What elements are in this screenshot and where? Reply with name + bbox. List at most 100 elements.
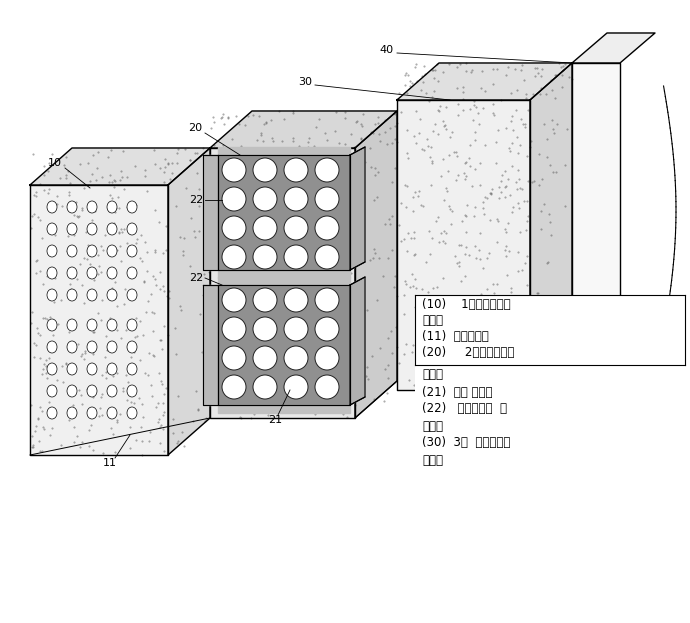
Circle shape — [222, 346, 246, 370]
Circle shape — [222, 317, 246, 341]
Circle shape — [315, 346, 339, 370]
Circle shape — [315, 187, 339, 211]
Ellipse shape — [127, 363, 137, 375]
Text: (30)  3차  충격흡수보: (30) 3차 충격흡수보 — [422, 437, 511, 450]
Text: 30: 30 — [298, 77, 312, 87]
Circle shape — [253, 216, 277, 240]
Ellipse shape — [47, 289, 57, 301]
Ellipse shape — [47, 319, 57, 331]
Circle shape — [315, 317, 339, 341]
Circle shape — [222, 216, 246, 240]
Polygon shape — [350, 277, 365, 405]
Ellipse shape — [127, 267, 137, 279]
Polygon shape — [355, 111, 397, 418]
Polygon shape — [218, 405, 350, 413]
Ellipse shape — [67, 385, 77, 397]
Ellipse shape — [127, 201, 137, 213]
Text: (22)   좌굴유도용  중: (22) 좌굴유도용 중 — [422, 402, 507, 416]
Polygon shape — [218, 277, 350, 285]
Ellipse shape — [107, 341, 117, 353]
Polygon shape — [572, 63, 620, 353]
Text: 22: 22 — [189, 195, 203, 205]
Ellipse shape — [67, 341, 77, 353]
Ellipse shape — [107, 385, 117, 397]
Circle shape — [253, 245, 277, 269]
Circle shape — [253, 375, 277, 399]
Polygon shape — [168, 148, 210, 455]
Circle shape — [284, 216, 308, 240]
Ellipse shape — [87, 385, 97, 397]
Text: 호매트: 호매트 — [422, 368, 443, 381]
Polygon shape — [397, 63, 572, 100]
Circle shape — [284, 375, 308, 399]
Polygon shape — [397, 100, 530, 390]
Ellipse shape — [127, 289, 137, 301]
Polygon shape — [350, 147, 365, 270]
Ellipse shape — [67, 319, 77, 331]
Ellipse shape — [107, 245, 117, 257]
Ellipse shape — [107, 407, 117, 419]
Circle shape — [253, 187, 277, 211]
Polygon shape — [210, 111, 397, 148]
Text: 호매트: 호매트 — [422, 454, 443, 467]
Text: 11: 11 — [103, 458, 117, 468]
Ellipse shape — [87, 245, 97, 257]
Circle shape — [253, 317, 277, 341]
Ellipse shape — [127, 245, 137, 257]
Text: (10)    1차충격흡수보: (10) 1차충격흡수보 — [422, 298, 511, 312]
Ellipse shape — [47, 201, 57, 213]
Ellipse shape — [127, 319, 137, 331]
Circle shape — [315, 158, 339, 182]
Ellipse shape — [87, 319, 97, 331]
Circle shape — [222, 375, 246, 399]
Ellipse shape — [127, 341, 137, 353]
Ellipse shape — [87, 341, 97, 353]
Polygon shape — [218, 270, 350, 278]
Circle shape — [284, 288, 308, 312]
Ellipse shape — [107, 223, 117, 235]
Ellipse shape — [47, 223, 57, 235]
Circle shape — [222, 158, 246, 182]
Ellipse shape — [107, 289, 117, 301]
Text: (11)  에어벤트홀: (11) 에어벤트홀 — [422, 330, 489, 343]
Polygon shape — [30, 148, 210, 185]
Circle shape — [315, 245, 339, 269]
Ellipse shape — [87, 223, 97, 235]
Polygon shape — [30, 185, 168, 455]
Ellipse shape — [47, 363, 57, 375]
Polygon shape — [218, 147, 350, 155]
Ellipse shape — [47, 385, 57, 397]
Ellipse shape — [127, 407, 137, 419]
Text: (20)     2차충격흡수보: (20) 2차충격흡수보 — [422, 346, 514, 358]
Ellipse shape — [107, 201, 117, 213]
Ellipse shape — [87, 201, 97, 213]
Polygon shape — [572, 33, 655, 63]
Circle shape — [284, 158, 308, 182]
Ellipse shape — [107, 363, 117, 375]
Circle shape — [284, 317, 308, 341]
Polygon shape — [203, 155, 218, 270]
Ellipse shape — [67, 223, 77, 235]
Ellipse shape — [47, 341, 57, 353]
Circle shape — [284, 245, 308, 269]
Circle shape — [284, 346, 308, 370]
Circle shape — [222, 187, 246, 211]
Circle shape — [222, 288, 246, 312]
Circle shape — [315, 288, 339, 312]
Ellipse shape — [127, 385, 137, 397]
Polygon shape — [218, 155, 350, 270]
Text: 공구조: 공구조 — [422, 419, 443, 432]
Text: (21)  유동 에어볼: (21) 유동 에어볼 — [422, 386, 493, 399]
Ellipse shape — [87, 363, 97, 375]
Text: 20: 20 — [188, 123, 202, 133]
Ellipse shape — [47, 267, 57, 279]
Ellipse shape — [107, 267, 117, 279]
Circle shape — [253, 346, 277, 370]
Ellipse shape — [67, 201, 77, 213]
Circle shape — [284, 187, 308, 211]
Circle shape — [222, 245, 246, 269]
Circle shape — [253, 288, 277, 312]
Ellipse shape — [107, 319, 117, 331]
Ellipse shape — [67, 407, 77, 419]
Circle shape — [253, 158, 277, 182]
